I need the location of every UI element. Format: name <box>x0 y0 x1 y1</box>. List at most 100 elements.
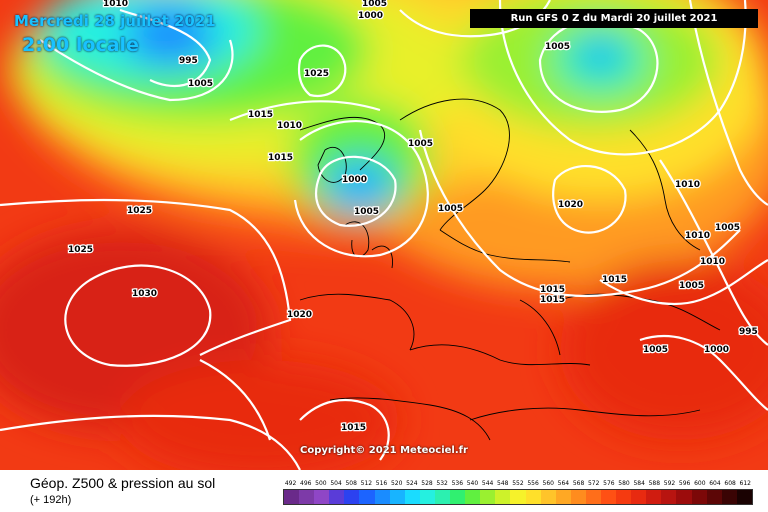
svg-text:1015: 1015 <box>540 295 565 305</box>
scale-swatch <box>329 490 345 504</box>
svg-text:1025: 1025 <box>127 206 152 216</box>
scale-label: 544 <box>481 480 494 487</box>
forecast-range: (+ 192h) <box>30 494 72 506</box>
scale-label: 492 <box>284 480 297 487</box>
scale-swatch <box>299 490 315 504</box>
svg-text:1010: 1010 <box>277 121 302 131</box>
map-title: Géop. Z500 & pression au sol <box>30 475 216 491</box>
scale-swatch <box>616 490 632 504</box>
forecast-time: 2:00 locale <box>22 34 139 56</box>
scale-swatch <box>434 490 451 504</box>
scale-swatch <box>480 490 496 504</box>
scale-swatch <box>359 490 375 504</box>
scale-label: 496 <box>300 480 312 487</box>
scale-label: 584 <box>633 480 645 487</box>
svg-text:1000: 1000 <box>704 345 729 355</box>
scale-label: 520 <box>390 480 403 487</box>
scale-label: 528 <box>421 480 433 487</box>
scale-swatch <box>404 490 420 504</box>
svg-text:1015: 1015 <box>268 153 293 163</box>
scale-swatch <box>646 490 662 504</box>
svg-text:1015: 1015 <box>341 423 366 433</box>
scale-swatch <box>344 490 360 504</box>
scale-swatch <box>691 490 707 504</box>
scale-label: 556 <box>527 480 539 487</box>
svg-text:1010: 1010 <box>685 231 710 241</box>
scale-label: 612 <box>739 480 751 487</box>
color-scale: 492 496 500 504 508 512 516 520 524 528 532 536 540 5… <box>283 479 753 509</box>
scale-swatch <box>661 490 677 504</box>
svg-text:1005: 1005 <box>408 139 433 149</box>
scale-label: 580 <box>618 480 630 487</box>
scale-swatch <box>465 490 481 504</box>
scale-swatch <box>284 490 300 504</box>
scale-label: 576 <box>603 480 615 487</box>
scale-swatch <box>495 490 511 504</box>
svg-text:1025: 1025 <box>68 245 93 255</box>
svg-text:1020: 1020 <box>558 200 583 210</box>
isobar-labels: 1010 1000 995 1005 1025 1015 1010 1015 1… <box>67 0 759 434</box>
scale-label: 512 <box>360 480 373 487</box>
isobar-lines <box>0 0 768 470</box>
scale-label: 536 <box>451 480 464 487</box>
svg-text:1025: 1025 <box>304 69 329 79</box>
svg-text:1000: 1000 <box>342 175 367 185</box>
scale-label: 516 <box>375 480 388 487</box>
svg-text:1010: 1010 <box>103 0 128 9</box>
scale-swatch <box>555 490 571 504</box>
scale-swatch <box>600 490 617 504</box>
scale-label: 540 <box>466 480 479 487</box>
scale-label: 600 <box>694 480 706 487</box>
scale-swatch <box>540 490 556 504</box>
scale-label: 548 <box>497 480 509 487</box>
scale-swatch <box>389 490 405 504</box>
scale-swatch <box>721 490 737 504</box>
weather-map: 1010 1000 995 1005 1025 1015 1010 1015 1… <box>0 0 768 470</box>
svg-text:1005: 1005 <box>438 204 463 214</box>
svg-text:1015: 1015 <box>248 110 273 120</box>
svg-text:1000: 1000 <box>358 11 383 21</box>
scale-swatch <box>450 490 466 504</box>
svg-text:995: 995 <box>739 327 758 337</box>
scale-swatch <box>510 490 526 504</box>
geopotential-field <box>0 0 768 470</box>
svg-text:1005: 1005 <box>679 281 704 291</box>
scale-label: 524 <box>406 480 418 487</box>
svg-text:1020: 1020 <box>287 310 312 320</box>
scale-label: 532 <box>436 480 448 487</box>
svg-text:1015: 1015 <box>540 285 565 295</box>
scale-label: 564 <box>557 480 570 487</box>
svg-text:1005: 1005 <box>188 79 213 89</box>
svg-text:1010: 1010 <box>675 180 700 190</box>
scale-swatch <box>736 490 752 504</box>
color-scale-bar <box>283 489 753 505</box>
svg-text:1005: 1005 <box>715 223 740 233</box>
scale-label: 588 <box>648 480 661 487</box>
scale-label: 596 <box>678 480 691 487</box>
svg-text:1005: 1005 <box>362 0 387 9</box>
scale-swatch <box>419 490 435 504</box>
scale-swatch <box>525 490 541 504</box>
scale-label: 504 <box>330 480 342 487</box>
scale-swatch <box>676 490 692 504</box>
scale-swatch <box>631 490 647 504</box>
copyright-text: Copyright© 2021 Meteociel.fr <box>300 445 468 456</box>
scale-label: 568 <box>572 480 585 487</box>
scale-swatch <box>374 490 390 504</box>
scale-label: 608 <box>724 480 736 487</box>
scale-label: 604 <box>709 480 721 487</box>
scale-swatch <box>314 490 330 504</box>
scale-label: 592 <box>663 480 676 487</box>
scale-swatch <box>706 490 722 504</box>
svg-text:1005: 1005 <box>354 207 379 217</box>
svg-text:995: 995 <box>179 56 198 66</box>
scale-label: 572 <box>587 480 600 487</box>
svg-text:1005: 1005 <box>643 345 668 355</box>
svg-text:1030: 1030 <box>132 289 157 299</box>
svg-text:1015: 1015 <box>602 275 627 285</box>
svg-text:1010: 1010 <box>700 257 725 267</box>
svg-text:1005: 1005 <box>545 42 570 52</box>
scale-label: 552 <box>512 480 524 487</box>
model-run-label: Run GFS 0 Z du Mardi 20 juillet 2021 <box>470 9 758 28</box>
scale-swatch <box>585 490 601 504</box>
